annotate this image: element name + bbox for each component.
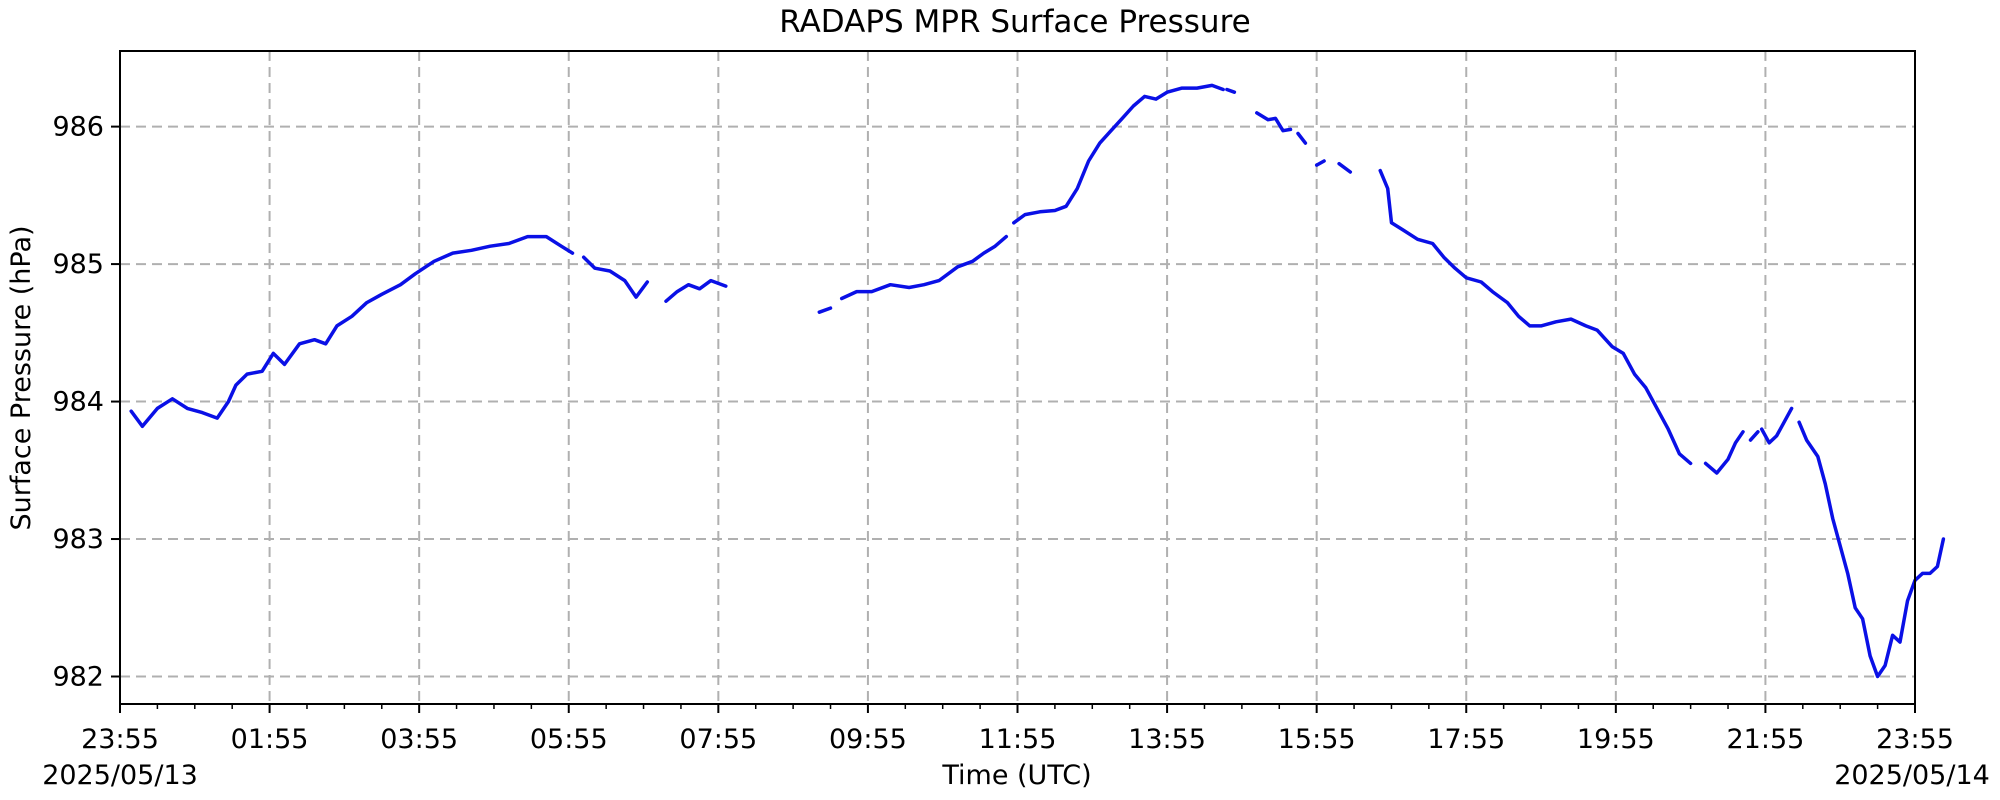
series-line-segment [1378,168,1693,466]
x-tick-label: 03:55 [380,724,458,755]
series-line-group [129,83,1946,679]
y-axis: 982 983 984 985 986 [52,112,120,693]
x-axis: 23:55 01:55 03:55 05:55 07:55 09:55 11:55 13:55… [81,704,1954,755]
y-tick-label: 985 [52,249,104,280]
series-line-segment [1314,159,1326,167]
x-tick-label: 07:55 [679,724,757,755]
x-axis-label: Time (UTC) [941,760,1091,791]
series-line-segment [1255,111,1293,133]
x-tick-label: 09:55 [829,724,907,755]
series-line-segment [1012,83,1225,225]
x-tick-label: 23:55 [1876,724,1954,755]
end-date-label: 2025/05/14 [1834,760,1990,791]
series-line-segment [1337,161,1353,174]
y-tick-label: 986 [52,112,104,143]
x-tick-label: 23:55 [81,724,159,755]
series-line-segment [817,306,833,314]
x-tick-label: 17:55 [1427,724,1505,755]
x-tick-label: 13:55 [1128,724,1206,755]
series-line-segment [1296,131,1308,145]
y-tick-label: 983 [52,524,104,555]
series-line-segment [581,255,650,299]
x-tick-label: 19:55 [1577,724,1655,755]
series-line-segment [664,278,728,303]
y-tick-label: 984 [52,387,104,418]
x-tick-label: 15:55 [1278,724,1356,755]
x-tick-label: 21:55 [1727,724,1805,755]
x-tick-label: 05:55 [530,724,608,755]
start-date-label: 2025/05/13 [42,760,198,791]
y-tick-label: 982 [52,662,104,693]
series-line-segment [839,234,1009,301]
series-line-segment [1759,406,1794,445]
series-line-segment [1703,430,1745,475]
series-line-segment [1748,430,1760,442]
series-line-segment [1797,420,1946,679]
x-tick-label: 11:55 [979,724,1057,755]
x-tick-label: 01:55 [231,724,309,755]
y-axis-label: Surface Pressure (hPa) [6,225,37,530]
series-line-segment [129,234,575,429]
series-line-segment [1225,87,1237,94]
grid [120,51,1915,704]
chart-title: RADAPS MPR Surface Pressure [779,4,1250,40]
